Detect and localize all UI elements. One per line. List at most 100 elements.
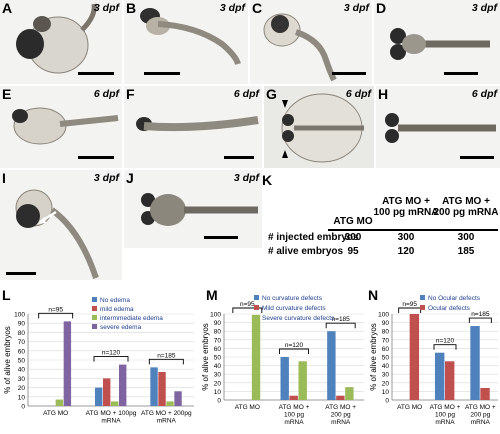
table-rule bbox=[328, 229, 498, 231]
n-bracket bbox=[468, 317, 492, 324]
n-annotation: n=95 bbox=[240, 301, 255, 308]
legend-label: severe edema bbox=[100, 324, 142, 331]
bar bbox=[55, 399, 64, 406]
stage-label: 3 dpf bbox=[343, 2, 369, 14]
y-tick-label: 10 bbox=[214, 389, 222, 396]
y-tick-label: 20 bbox=[214, 380, 222, 387]
table-cell: 300 bbox=[457, 232, 475, 243]
y-tick-label: 0 bbox=[21, 404, 25, 411]
stage-label: 3 dpf bbox=[471, 2, 497, 14]
y-axis-label: % of alive embryos bbox=[3, 326, 12, 394]
legend-label: Mild curvature defects bbox=[262, 305, 326, 312]
y-tick-label: 70 bbox=[214, 337, 222, 344]
panel-label: K bbox=[262, 172, 273, 188]
legend-swatch bbox=[254, 315, 259, 320]
zebrafish-larva-d bbox=[390, 28, 490, 60]
n-annotation: n=120 bbox=[436, 338, 455, 345]
y-axis-label: % of alive embryos bbox=[369, 323, 378, 391]
scale-bar bbox=[144, 72, 180, 75]
scale-bar bbox=[204, 236, 238, 239]
legend-swatch bbox=[254, 305, 259, 310]
bar bbox=[251, 314, 261, 400]
panel-h: H 6 dpf bbox=[376, 86, 500, 168]
zebrafish-larva-j bbox=[141, 193, 258, 226]
x-tick-label: mRNA bbox=[101, 418, 121, 425]
n-annotation: n=95 bbox=[48, 306, 63, 313]
x-tick-label: 200 pg bbox=[470, 412, 490, 419]
table-cell: 300 bbox=[344, 232, 362, 243]
y-tick-label: 90 bbox=[18, 321, 26, 328]
panel-label: E bbox=[2, 86, 12, 102]
y-tick-label: 70 bbox=[382, 337, 390, 344]
panel-label: J bbox=[126, 170, 134, 186]
y-tick-label: 80 bbox=[18, 330, 26, 337]
zebrafish-larva-c bbox=[263, 13, 337, 82]
table-cell: 300 bbox=[397, 232, 415, 243]
bar bbox=[280, 357, 289, 400]
panel-label: A bbox=[2, 0, 13, 16]
n-bracket bbox=[279, 348, 309, 354]
bar bbox=[289, 395, 298, 400]
stage-label: 6 dpf bbox=[345, 88, 371, 100]
y-tick-label: 30 bbox=[382, 372, 390, 379]
n-annotation: n=185 bbox=[157, 352, 176, 359]
zebrafish-larva-g bbox=[281, 93, 364, 163]
bar bbox=[95, 387, 103, 406]
scale-bar bbox=[78, 72, 114, 75]
panel-label: I bbox=[2, 170, 6, 186]
bar bbox=[63, 321, 72, 406]
x-tick-label: ATG MO bbox=[397, 404, 422, 411]
scale-bar bbox=[444, 72, 478, 75]
zebrafish-larva-f bbox=[136, 116, 259, 132]
y-tick-label: 40 bbox=[214, 363, 222, 370]
bar bbox=[327, 331, 336, 400]
n-bracket bbox=[398, 307, 422, 313]
y-tick-label: 50 bbox=[214, 355, 222, 362]
panel-label: G bbox=[266, 86, 277, 102]
y-tick-label: 90 bbox=[214, 320, 222, 327]
legend-swatch bbox=[92, 297, 97, 302]
n-bracket bbox=[325, 322, 356, 329]
panel-label: N bbox=[368, 287, 379, 303]
y-tick-label: 10 bbox=[382, 389, 390, 396]
table-row-label: # injected embryos bbox=[268, 232, 359, 243]
stage-label: 3 dpf bbox=[219, 2, 245, 14]
y-tick-label: 60 bbox=[214, 346, 222, 353]
y-tick-label: 30 bbox=[18, 376, 26, 383]
panel-label: F bbox=[126, 86, 135, 102]
bar bbox=[336, 395, 345, 400]
legend-swatch bbox=[92, 324, 97, 329]
zebrafish-larva-i bbox=[15, 189, 99, 279]
table-row-label: # alive embryos bbox=[268, 246, 344, 257]
chart-l: 0 10 20 30 40 50 60 70 80 90 100% of alive embryos… bbox=[3, 297, 194, 425]
x-tick-label: 100 pg bbox=[284, 412, 304, 419]
zebrafish-larva-e bbox=[12, 107, 119, 145]
panel-label: D bbox=[376, 0, 387, 16]
stage-label: 3 dpf bbox=[93, 2, 119, 14]
n-annotation: n=95 bbox=[402, 301, 417, 308]
x-tick-label: ATG MO + 200pg bbox=[141, 410, 192, 417]
legend-label: Ocular defects bbox=[428, 305, 471, 312]
panel-g: G 6 dpf bbox=[264, 86, 374, 168]
bar bbox=[150, 367, 158, 406]
legend-swatch bbox=[254, 295, 259, 300]
x-tick-label: ATG MO bbox=[235, 404, 260, 411]
legend-label: intermmediate edema bbox=[100, 315, 163, 322]
legend-label: Severe curvature defects bbox=[262, 315, 335, 322]
y-tick-label: 100 bbox=[210, 312, 221, 319]
table-header: ATG MO + 200 pg mRNA bbox=[433, 196, 499, 218]
panel-j: J 3 dpf bbox=[124, 170, 262, 248]
panel-a: A 3 dpf bbox=[0, 0, 122, 84]
table-header: ATG MO bbox=[333, 216, 373, 227]
n-annotation: n=120 bbox=[102, 350, 121, 357]
n-bracket bbox=[433, 344, 457, 350]
y-tick-label: 100 bbox=[14, 312, 25, 319]
bar bbox=[345, 387, 354, 400]
x-tick-label: 200 pg bbox=[331, 412, 351, 419]
stage-label: 6 dpf bbox=[471, 88, 497, 100]
y-tick-label: 0 bbox=[217, 398, 221, 405]
bar bbox=[166, 401, 174, 406]
legend-swatch bbox=[420, 305, 425, 310]
bar bbox=[480, 387, 490, 400]
